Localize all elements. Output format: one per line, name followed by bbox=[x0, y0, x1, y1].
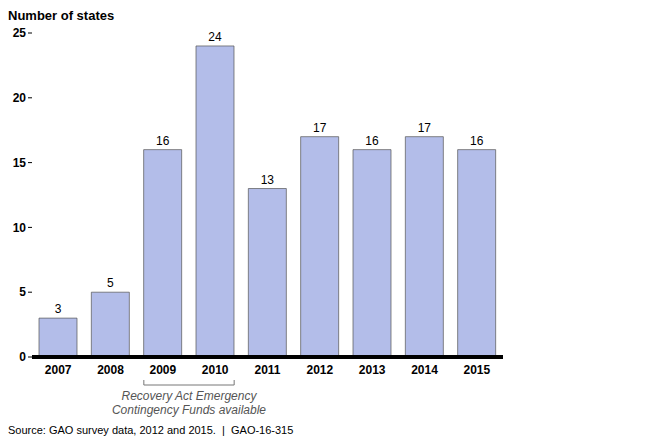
svg-text:13: 13 bbox=[261, 173, 275, 187]
svg-text:2007: 2007 bbox=[45, 363, 72, 377]
svg-text:16: 16 bbox=[470, 134, 484, 148]
html-text:Number of states: Number of states bbox=[8, 8, 115, 23]
svg-text:17: 17 bbox=[418, 121, 432, 135]
svg-text:20: 20 bbox=[13, 91, 27, 105]
svg-text:16: 16 bbox=[365, 134, 379, 148]
svg-text:2014: 2014 bbox=[411, 363, 438, 377]
html-text:Source: GAO survey data, 2012: Source: GAO survey data, 2012 and 2015. … bbox=[8, 424, 294, 436]
svg-text:25: 25 bbox=[13, 26, 27, 40]
svg-text:3: 3 bbox=[55, 302, 62, 316]
svg-text:2009: 2009 bbox=[149, 363, 176, 377]
svg-text:2013: 2013 bbox=[359, 363, 386, 377]
svg-text:2008: 2008 bbox=[97, 363, 124, 377]
svg-text:5: 5 bbox=[19, 285, 26, 299]
svg-text:2010: 2010 bbox=[202, 363, 229, 377]
svg-text:10: 10 bbox=[13, 221, 27, 235]
svg-text:17: 17 bbox=[313, 121, 327, 135]
svg-text:2015: 2015 bbox=[463, 363, 490, 377]
svg-text:15: 15 bbox=[13, 156, 27, 170]
svg-text:2012: 2012 bbox=[306, 363, 333, 377]
svg-text:0: 0 bbox=[19, 350, 26, 364]
svg-text:Recovery Act Emergency: Recovery Act Emergency bbox=[122, 389, 258, 403]
svg-text:Contingency Funds available: Contingency Funds available bbox=[112, 403, 266, 417]
svg-text:16: 16 bbox=[156, 134, 170, 148]
svg-text:24: 24 bbox=[208, 30, 222, 44]
svg-text:2011: 2011 bbox=[254, 363, 280, 377]
svg-text:5: 5 bbox=[107, 276, 114, 290]
